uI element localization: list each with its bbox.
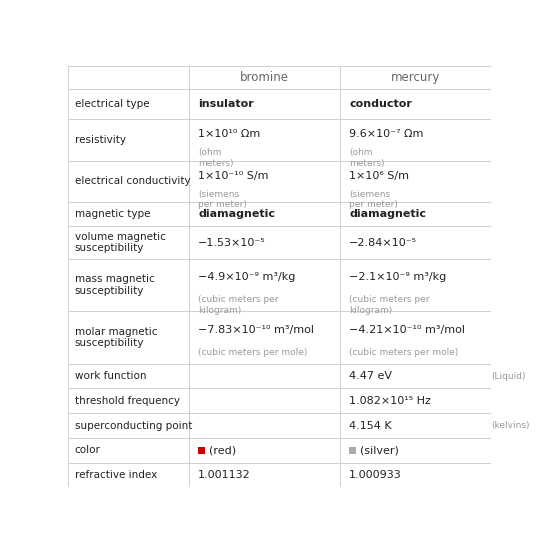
Text: mass magnetic
susceptibility: mass magnetic susceptibility [75, 274, 155, 295]
Bar [349, 446, 356, 454]
Text: resistivity: resistivity [75, 135, 126, 145]
Text: 1.001132: 1.001132 [198, 470, 251, 480]
Text: 1×10⁻¹⁰ S/m: 1×10⁻¹⁰ S/m [198, 171, 269, 181]
Text: −4.9×10⁻⁹ m³/kg: −4.9×10⁻⁹ m³/kg [198, 272, 295, 282]
Text: conductor: conductor [349, 99, 412, 109]
Text: (Liquid): (Liquid) [492, 371, 526, 381]
Text: 1×10⁶ S/m: 1×10⁶ S/m [349, 171, 409, 181]
Bar [198, 446, 205, 454]
Text: electrical conductivity: electrical conductivity [75, 177, 190, 187]
Text: diamagnetic: diamagnetic [349, 210, 426, 219]
Text: (siemens
per meter): (siemens per meter) [349, 190, 398, 209]
Text: 1.082×10¹⁵ Hz: 1.082×10¹⁵ Hz [349, 396, 438, 406]
Text: magnetic type: magnetic type [75, 210, 150, 219]
Text: −1.53×10⁻⁵: −1.53×10⁻⁵ [198, 237, 266, 248]
Text: −2.84×10⁻⁵: −2.84×10⁻⁵ [349, 237, 417, 248]
Text: 1.000933: 1.000933 [349, 470, 402, 480]
Text: insulator: insulator [198, 99, 254, 109]
Text: diamagnetic: diamagnetic [198, 210, 275, 219]
Text: bromine: bromine [240, 71, 289, 84]
Text: (red): (red) [209, 445, 236, 455]
Text: (ohm
meters): (ohm meters) [349, 148, 385, 168]
Text: 1×10¹⁰ Ωm: 1×10¹⁰ Ωm [198, 129, 260, 139]
Text: (cubic meters per
kilogram): (cubic meters per kilogram) [198, 295, 278, 315]
Text: −2.1×10⁻⁹ m³/kg: −2.1×10⁻⁹ m³/kg [349, 272, 447, 282]
Text: work function: work function [75, 371, 146, 381]
Text: volume magnetic
susceptibility: volume magnetic susceptibility [75, 232, 165, 253]
Text: (cubic meters per mole): (cubic meters per mole) [198, 348, 307, 357]
Text: (kelvins): (kelvins) [492, 421, 530, 430]
Text: superconducting point: superconducting point [75, 421, 192, 430]
Text: 9.6×10⁻⁷ Ωm: 9.6×10⁻⁷ Ωm [349, 129, 424, 139]
Text: color: color [75, 445, 100, 455]
Text: −4.21×10⁻¹⁰ m³/mol: −4.21×10⁻¹⁰ m³/mol [349, 325, 465, 335]
Text: (cubic meters per
kilogram): (cubic meters per kilogram) [349, 295, 430, 315]
Text: (silver): (silver) [360, 445, 399, 455]
Text: 4.47 eV: 4.47 eV [349, 371, 399, 381]
Text: −7.83×10⁻¹⁰ m³/mol: −7.83×10⁻¹⁰ m³/mol [198, 325, 314, 335]
Text: (ohm
meters): (ohm meters) [198, 148, 234, 168]
Text: molar magnetic
susceptibility: molar magnetic susceptibility [75, 327, 157, 348]
Text: electrical type: electrical type [75, 99, 149, 109]
Text: mercury: mercury [391, 71, 440, 84]
Text: (siemens
per meter): (siemens per meter) [198, 190, 247, 209]
Text: 4.154 K: 4.154 K [349, 421, 399, 430]
Text: refractive index: refractive index [75, 470, 157, 480]
Text: threshold frequency: threshold frequency [75, 396, 180, 406]
Text: (cubic meters per mole): (cubic meters per mole) [349, 348, 459, 357]
